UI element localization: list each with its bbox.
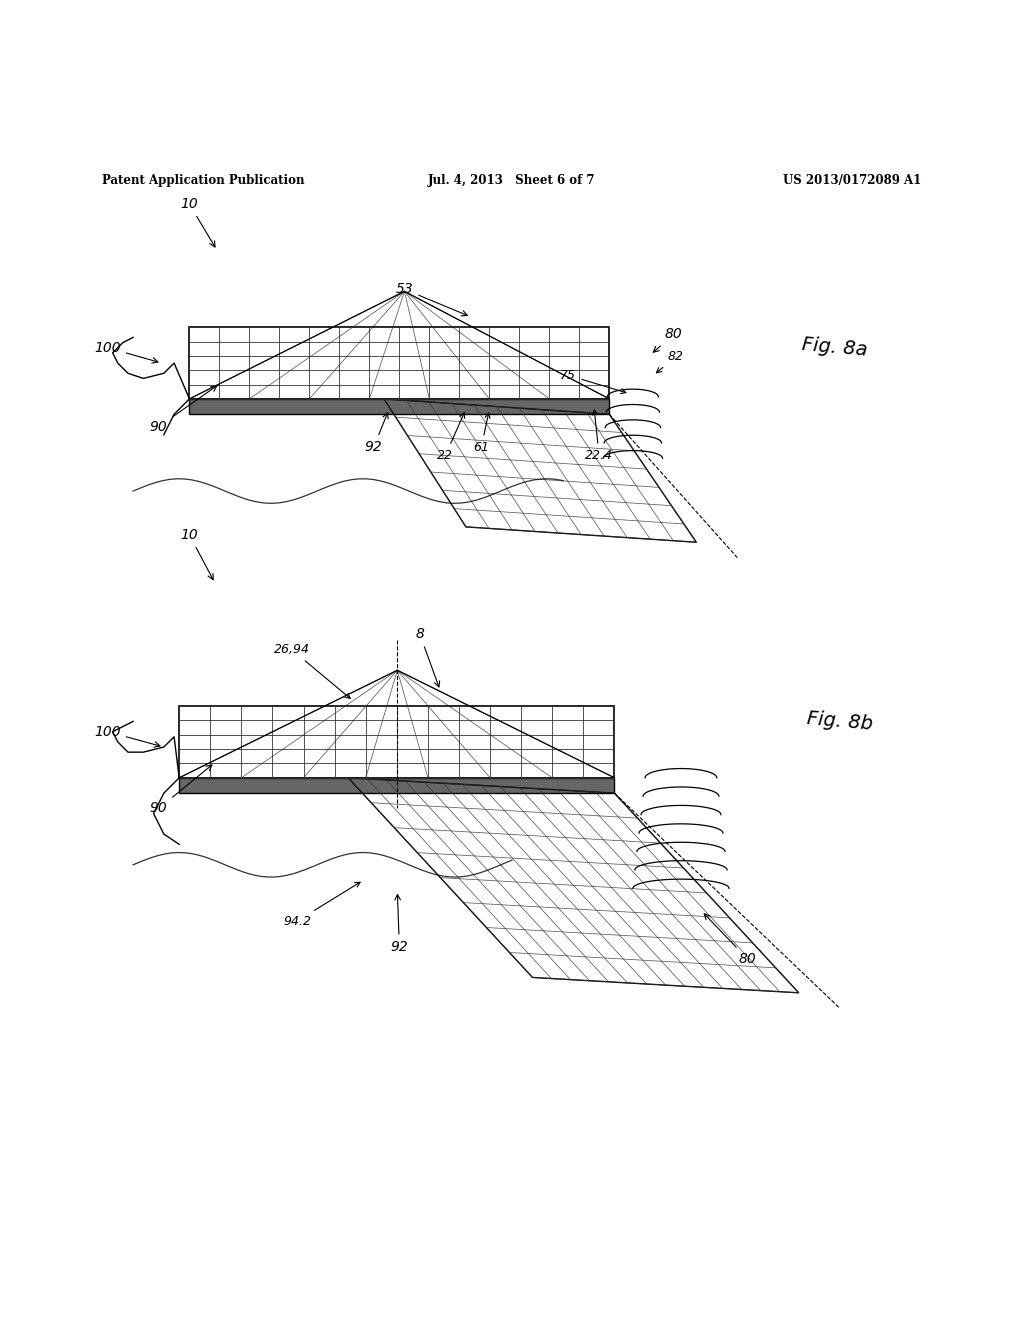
Text: 8: 8 — [416, 627, 439, 686]
Text: Jul. 4, 2013   Sheet 6 of 7: Jul. 4, 2013 Sheet 6 of 7 — [428, 174, 596, 186]
Text: 26,94: 26,94 — [273, 643, 350, 698]
Text: 100: 100 — [94, 725, 160, 747]
Text: 82: 82 — [656, 350, 684, 372]
Polygon shape — [189, 399, 609, 414]
Polygon shape — [179, 777, 614, 793]
Text: US 2013/0172089 A1: US 2013/0172089 A1 — [783, 174, 922, 186]
Text: 10: 10 — [180, 528, 213, 579]
Text: 94.2: 94.2 — [283, 882, 360, 928]
Text: 92: 92 — [390, 895, 409, 954]
Text: 80: 80 — [705, 913, 757, 966]
Text: 90: 90 — [150, 766, 212, 816]
Text: 10: 10 — [180, 197, 215, 247]
Text: Fig. 8a: Fig. 8a — [801, 335, 868, 360]
Text: 100: 100 — [94, 341, 158, 363]
Text: Patent Application Publication: Patent Application Publication — [102, 174, 305, 186]
Text: 61: 61 — [473, 413, 490, 454]
Text: 75: 75 — [560, 368, 626, 393]
Text: 80: 80 — [653, 327, 683, 352]
Text: 22: 22 — [437, 413, 465, 462]
Text: 90: 90 — [150, 385, 217, 433]
Text: 53: 53 — [395, 282, 467, 315]
Text: Fig. 8b: Fig. 8b — [806, 709, 873, 734]
Text: 92: 92 — [365, 413, 388, 454]
Text: 22.4: 22.4 — [585, 411, 613, 462]
